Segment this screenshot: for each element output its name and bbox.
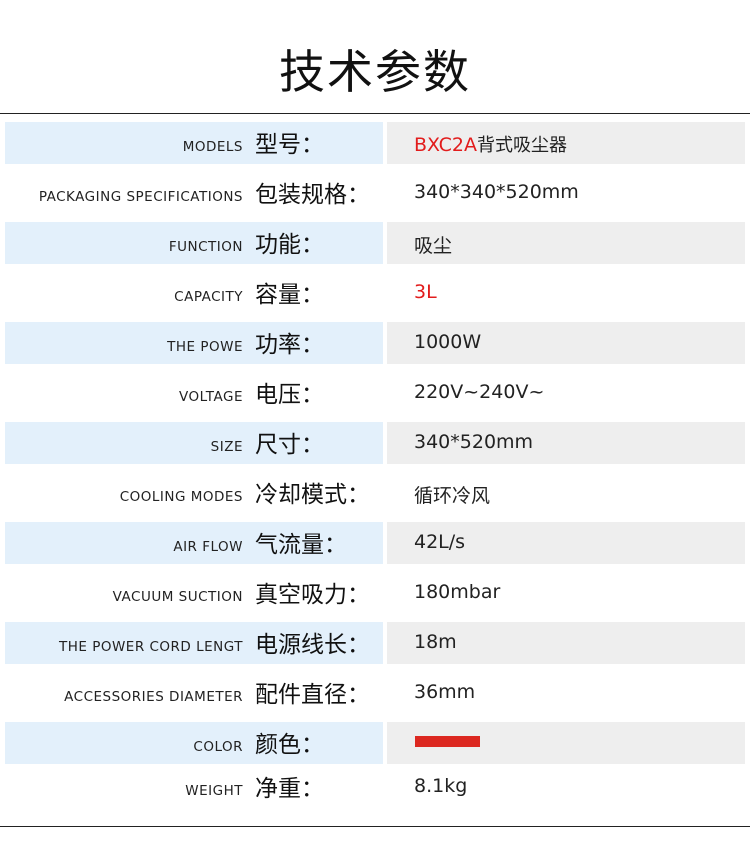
spec-value-text: 42L/s	[414, 531, 466, 553]
spec-value-cell: 18m	[387, 622, 745, 664]
spec-value-text: 吸尘	[414, 235, 453, 257]
spec-row: 吸尘 FUNCTION 功能：	[0, 222, 750, 264]
spec-value: 340*520mm	[414, 431, 533, 453]
spec-value-text: 背式吸尘器	[477, 135, 568, 156]
page-title: 技术参数	[279, 45, 471, 99]
spec-value: 吸尘	[414, 231, 452, 258]
color-swatch	[415, 736, 480, 747]
spec-value: 180mbar	[414, 581, 500, 603]
spec-value-cell: 42L/s	[387, 522, 745, 564]
spec-label-en: FUNCTION	[168, 239, 243, 255]
spec-row: 18m THE POWER CORD LENGT 电源线长：	[0, 622, 750, 664]
spec-label-cell	[5, 422, 383, 464]
spec-label-en: VACUUM SUCTION	[112, 589, 243, 605]
spec-label-cell	[5, 622, 383, 664]
spec-value-highlight: BXC2A	[414, 134, 478, 156]
spec-label-cn: 颜色：	[255, 732, 324, 758]
spec-row: 340*520mm SIZE 尺寸：	[0, 422, 750, 464]
spec-label-cell	[5, 222, 383, 264]
spec-label-cn: 尺寸：	[255, 432, 324, 458]
spec-label-cn: 包装规格：	[255, 182, 370, 208]
spec-label-cell	[5, 122, 383, 164]
spec-label-en: CAPACITY	[174, 289, 243, 305]
spec-value-text: 8.1kg	[414, 775, 468, 797]
spec-value: 18m	[414, 631, 457, 653]
spec-label-cn: 功能：	[255, 232, 324, 258]
spec-label-en: AIR FLOW	[173, 539, 243, 555]
spec-label-en: MODELS	[182, 139, 243, 155]
spec-label-cn: 型号：	[255, 132, 324, 158]
spec-value-text: 18m	[414, 631, 457, 653]
spec-value: 220V~240V~	[414, 381, 544, 403]
spec-label-en: WEIGHT	[185, 783, 243, 799]
spec-row: 340*340*520mm PACKAGING SPECIFICATIONS 包…	[0, 172, 750, 214]
spec-value: 1000W	[414, 331, 481, 353]
spec-row: 180mbar VACUUM SUCTION 真空吸力：	[0, 572, 750, 614]
spec-label-cn: 电源线长：	[255, 632, 370, 658]
spec-label-cn: 功率：	[255, 332, 324, 358]
spec-label-en: VOLTAGE	[179, 389, 243, 405]
bottom-divider	[0, 826, 750, 827]
spec-row: 1000W THE POWE 功率：	[0, 322, 750, 364]
spec-value: 循环冷风	[414, 481, 490, 508]
spec-value: BXC2A背式吸尘器	[414, 131, 567, 157]
spec-value-text: 340*520mm	[414, 431, 534, 453]
spec-value-text: 1000W	[414, 331, 482, 353]
spec-row: 8.1kg WEIGHT 净重：	[0, 766, 750, 808]
spec-label-cn: 容量：	[255, 282, 324, 308]
spec-label-cn: 气流量：	[255, 532, 347, 558]
spec-label-cn: 净重：	[255, 776, 324, 802]
spec-row: 220V~240V~ VOLTAGE 电压：	[0, 372, 750, 414]
spec-value: 8.1kg	[414, 775, 467, 797]
spec-row: 42L/s AIR FLOW 气流量：	[0, 522, 750, 564]
spec-value: 340*340*520mm	[414, 181, 579, 203]
spec-label-en: THE POWER CORD LENGT	[58, 639, 243, 655]
spec-value-cell: 180mbar	[387, 572, 745, 614]
spec-row: 循环冷风 COOLING MODES 冷却模式：	[0, 472, 750, 514]
spec-label-en: ACCESSORIES DIAMETER	[64, 689, 243, 705]
spec-label-cell	[5, 522, 383, 564]
spec-label-cn: 真空吸力：	[255, 582, 370, 608]
spec-value-cell: 3L	[387, 272, 745, 314]
spec-value-cell	[387, 722, 745, 764]
spec-value-cell: 36mm	[387, 672, 745, 714]
spec-label-cell	[5, 722, 383, 764]
spec-row: BXC2A背式吸尘器 MODELS 型号：	[0, 122, 750, 164]
spec-value-cell: 220V~240V~	[387, 372, 745, 414]
spec-label-cell	[5, 322, 383, 364]
spec-value-cell: 340*520mm	[387, 422, 745, 464]
spec-label-cn: 冷却模式：	[255, 482, 370, 508]
spec-value-text: 340*340*520mm	[414, 181, 579, 203]
spec-label-en: THE POWE	[167, 339, 243, 355]
top-divider	[0, 113, 750, 114]
spec-value-cell: 吸尘	[387, 222, 745, 264]
spec-label-en: PACKAGING SPECIFICATIONS	[38, 189, 243, 205]
spec-value: 42L/s	[414, 531, 465, 553]
spec-label-en: COOLING MODES	[119, 489, 243, 505]
spec-value-cell: 循环冷风	[387, 472, 745, 514]
spec-value-cell: 8.1kg	[387, 766, 745, 808]
spec-value-highlight: 3L	[414, 281, 437, 303]
spec-row: 3L CAPACITY 容量：	[0, 272, 750, 314]
spec-label-en: SIZE	[210, 439, 243, 455]
spec-row: 36mm ACCESSORIES DIAMETER 配件直径：	[0, 672, 750, 714]
spec-value-text: 220V~240V~	[414, 381, 545, 403]
spec-label-cn: 配件直径：	[255, 682, 370, 708]
spec-row: COLOR 颜色：	[0, 722, 750, 764]
spec-value: 36mm	[414, 681, 475, 703]
spec-value-text: 180mbar	[414, 581, 501, 603]
spec-label-en: COLOR	[193, 739, 243, 755]
spec-value-cell: 340*340*520mm	[387, 172, 745, 214]
spec-value-cell: 1000W	[387, 322, 745, 364]
spec-value-text: 36mm	[414, 681, 476, 703]
spec-value-cell: BXC2A背式吸尘器	[387, 122, 745, 164]
spec-label-cn: 电压：	[255, 382, 324, 408]
spec-value-text: 循环冷风	[414, 485, 491, 507]
spec-value: 3L	[414, 281, 437, 303]
